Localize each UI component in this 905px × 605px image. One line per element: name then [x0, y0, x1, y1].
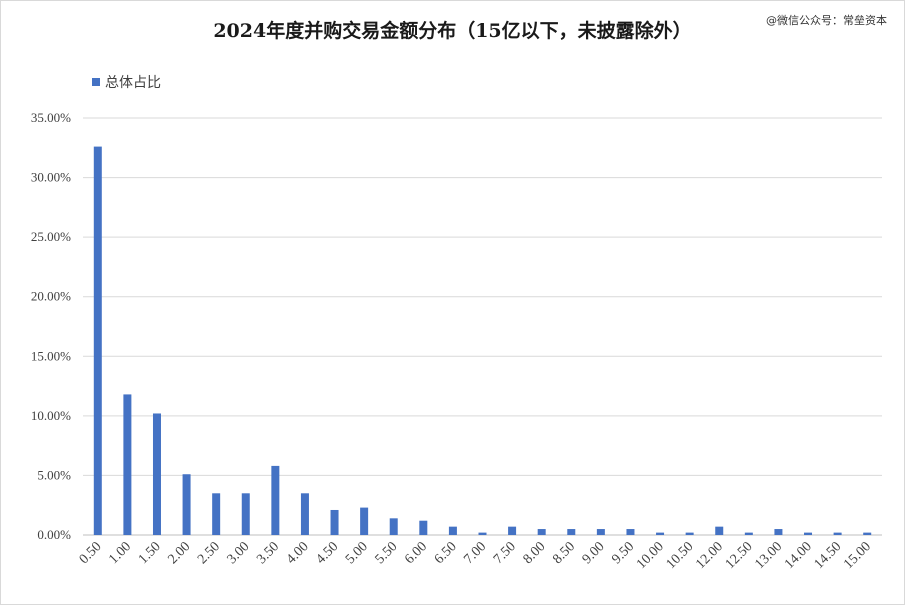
x-tick-label: 9.50: [609, 539, 637, 567]
bar: [537, 529, 546, 535]
x-tick-label: 5.00: [343, 539, 371, 567]
x-tick-label: 7.00: [461, 539, 489, 567]
bar: [567, 529, 576, 535]
y-tick-label: 30.00%: [31, 170, 71, 185]
bar: [626, 529, 635, 535]
x-tick-label: 6.50: [432, 539, 460, 567]
bar: [478, 532, 487, 535]
bar: [419, 520, 428, 535]
watermark: @微信公众号：常垒资本: [766, 14, 887, 27]
x-tick-label: 3.00: [225, 539, 253, 567]
chart-title: 2024年度并购交易金额分布（15亿以下，未披露除外）: [213, 20, 692, 42]
bars: [93, 146, 872, 535]
x-tick-label: 0.50: [77, 539, 105, 567]
y-axis-ticks: 0.00% 5.00% 10.00% 15.00% 20.00% 25.00% 30.00%…: [31, 110, 71, 542]
y-tick-label: 25.00%: [31, 229, 71, 244]
x-tick-label: 4.00: [284, 539, 312, 567]
x-tick-label: 2.50: [195, 539, 223, 567]
bar: [182, 474, 191, 535]
bar: [123, 394, 132, 535]
x-tick-label: 1.50: [136, 539, 164, 567]
x-tick-label: 4.50: [313, 539, 341, 567]
bar: [241, 493, 250, 535]
legend: 总体占比: [92, 72, 161, 92]
bar: [656, 532, 665, 535]
x-tick-label: 15.00: [841, 539, 874, 572]
x-tick-label: 8.00: [521, 539, 549, 567]
bar: [448, 526, 457, 535]
x-axis-ticks: 0.50 1.00 1.50 2.00 2.50 3.00 3.50 4.00 4.50 5.00…: [77, 539, 874, 572]
x-tick-label: 12.50: [723, 539, 756, 572]
bar: [330, 509, 339, 535]
x-tick-label: 3.50: [254, 539, 282, 567]
x-tick-label: 14.50: [812, 539, 845, 572]
x-tick-label: 10.00: [634, 539, 667, 572]
legend-swatch: [92, 78, 100, 86]
x-tick-label: 2.00: [165, 539, 193, 567]
bar: [863, 532, 872, 535]
y-tick-label: 15.00%: [31, 348, 71, 363]
y-tick-label: 35.00%: [31, 110, 71, 125]
bar: [744, 532, 753, 535]
bar: [271, 465, 280, 535]
y-tick-label: 0.00%: [37, 527, 71, 542]
bar: [596, 529, 605, 535]
bar: [774, 529, 783, 535]
x-tick-label: 12.00: [693, 539, 726, 572]
bar: [152, 413, 161, 535]
x-tick-label: 14.00: [782, 539, 815, 572]
x-tick-label: 5.50: [373, 539, 401, 567]
y-tick-label: 10.00%: [31, 408, 71, 423]
bar: [212, 493, 221, 535]
x-tick-label: 1.00: [106, 539, 134, 567]
y-tick-label: 20.00%: [31, 289, 71, 304]
bar: [833, 532, 842, 535]
y-tick-label: 5.00%: [37, 467, 71, 482]
x-tick-label: 7.50: [491, 539, 519, 567]
x-tick-label: 8.50: [550, 539, 578, 567]
bar: [508, 526, 517, 535]
legend-label: 总体占比: [105, 75, 161, 91]
x-tick-label: 10.50: [664, 539, 697, 572]
bar: [685, 532, 694, 535]
bar: [804, 532, 813, 535]
x-tick-label: 9.00: [580, 539, 608, 567]
bar: [300, 493, 309, 535]
bar: [715, 526, 724, 535]
bar: [93, 146, 102, 535]
x-tick-label: 13.00: [752, 539, 785, 572]
bar: [360, 507, 369, 535]
bar: [389, 518, 398, 535]
x-tick-label: 6.00: [402, 539, 430, 567]
gridlines: [83, 117, 882, 536]
